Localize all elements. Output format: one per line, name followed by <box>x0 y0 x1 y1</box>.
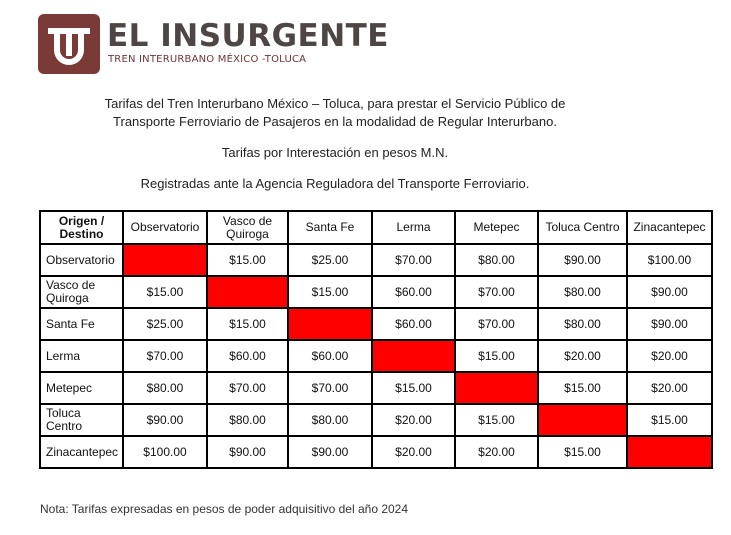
table-row: Metepec $80.00 $70.00 $70.00 $15.00 $15.00 $20… <box>39 371 713 405</box>
fare-cell: $60.00 <box>206 339 289 373</box>
row-header: Toluca Centro <box>39 403 124 437</box>
fare-cell: $90.00 <box>626 307 713 341</box>
fare-cell: $80.00 <box>122 371 208 405</box>
fare-cell: $100.00 <box>122 435 208 469</box>
fare-cell: $20.00 <box>626 371 713 405</box>
row-label: Observatorio <box>46 252 115 267</box>
fare-cell: $15.00 <box>206 243 289 277</box>
fare-cell: $15.00 <box>454 403 539 437</box>
fare-cell: $90.00 <box>287 435 373 469</box>
intro-line: Tarifas del Tren Interurbano México – To… <box>104 96 566 111</box>
fare-cell: $90.00 <box>537 243 628 277</box>
fare-cell: $80.00 <box>537 275 628 309</box>
row-header: Observatorio <box>39 243 124 277</box>
fare-cell: $70.00 <box>206 371 289 405</box>
fare-cell: $70.00 <box>454 307 539 341</box>
row-label: Metepec <box>46 380 93 395</box>
fare-cell: $15.00 <box>537 371 628 405</box>
blank-cell <box>626 435 713 469</box>
table-row: Zinacantepec $100.00 $90.00 $90.00 $20.00 $20… <box>39 435 713 469</box>
fare-cell: $100.00 <box>626 243 713 277</box>
fare-cell: $70.00 <box>287 371 373 405</box>
column-header: Vasco de Quiroga <box>206 210 289 245</box>
fare-cell: $80.00 <box>287 403 373 437</box>
fare-table: Origen / Destino Observatorio Vasco de Qui… <box>39 210 713 469</box>
fare-cell: $80.00 <box>206 403 289 437</box>
fare-cell: $70.00 <box>371 243 456 277</box>
intro-line: Transporte Ferroviario de Pasajeros en l… <box>113 114 557 129</box>
column-header: Zinacantepec <box>626 210 713 245</box>
fare-cell: $20.00 <box>537 339 628 373</box>
fare-cell: $70.00 <box>454 275 539 309</box>
blank-cell <box>454 371 539 405</box>
table-row: Observatorio $15.00 $25.00 $70.00 $80.00 $90.… <box>39 243 713 277</box>
fare-cell: $15.00 <box>454 339 539 373</box>
column-header: Santa Fe <box>287 210 373 245</box>
table-row: Toluca Centro $90.00 $80.00 $80.00 $20.00 $15… <box>39 403 713 437</box>
row-label: Santa Fe <box>46 316 95 331</box>
logo-icon <box>38 14 100 74</box>
column-header: Metepec <box>454 210 539 245</box>
corner-header: Origen / Destino <box>39 210 124 245</box>
fare-cell: $60.00 <box>371 275 456 309</box>
row-label: Vasco de Quiroga <box>46 278 96 305</box>
table-row: Santa Fe $25.00 $15.00 $60.00 $70.00 $80.00 $9… <box>39 307 713 341</box>
table-row: Lerma $70.00 $60.00 $60.00 $15.00 $20.00 $20.0… <box>39 339 713 373</box>
fare-cell: $70.00 <box>122 339 208 373</box>
row-label: Toluca Centro <box>46 406 83 433</box>
row-header: Zinacantepec <box>39 435 124 469</box>
fare-cell: $20.00 <box>371 403 456 437</box>
fare-cell: $25.00 <box>287 243 373 277</box>
blank-cell <box>537 403 628 437</box>
intro-line: Registradas ante la Agencia Reguladora d… <box>140 176 530 191</box>
fare-cell: $60.00 <box>287 339 373 373</box>
fare-cell: $15.00 <box>122 275 208 309</box>
row-header: Metepec <box>39 371 124 405</box>
table-row: Vasco de Quiroga $15.00 $15.00 $60.00 $70.00… <box>39 275 713 309</box>
fare-cell: $90.00 <box>206 435 289 469</box>
row-label: Lerma <box>46 348 81 363</box>
fare-cell: $20.00 <box>371 435 456 469</box>
fare-cell: $80.00 <box>537 307 628 341</box>
row-label: Zinacantepec <box>46 444 119 459</box>
blank-cell <box>206 275 289 309</box>
row-header: Santa Fe <box>39 307 124 341</box>
fare-cell: $80.00 <box>454 243 539 277</box>
column-header: Lerma <box>371 210 456 245</box>
fare-cell: $15.00 <box>287 275 373 309</box>
column-header: Toluca Centro <box>537 210 628 245</box>
fare-cell: $15.00 <box>206 307 289 341</box>
blank-cell <box>287 307 373 341</box>
fare-cell: $60.00 <box>371 307 456 341</box>
fare-cell: $90.00 <box>626 275 713 309</box>
row-header: Lerma <box>39 339 124 373</box>
fare-cell: $20.00 <box>626 339 713 373</box>
blank-cell <box>371 339 456 373</box>
fare-cell: $90.00 <box>122 403 208 437</box>
row-header: Vasco de Quiroga <box>39 275 124 309</box>
fare-cell: $15.00 <box>626 403 713 437</box>
tagline: TREN INTERURBANO MÉXICO -TOLUCA <box>108 54 307 65</box>
fare-cell: $15.00 <box>371 371 456 405</box>
fare-cell: $25.00 <box>122 307 208 341</box>
column-header: Observatorio <box>122 210 208 245</box>
brand: EL INSURGENTE <box>107 18 389 54</box>
fare-cell: $15.00 <box>537 435 628 469</box>
intro-line: Tarifas por Interestación en pesos M.N. <box>221 145 449 160</box>
blank-cell <box>122 243 208 277</box>
note: Nota: Tarifas expresadas en pesos de pod… <box>40 502 409 516</box>
fare-cell: $20.00 <box>454 435 539 469</box>
